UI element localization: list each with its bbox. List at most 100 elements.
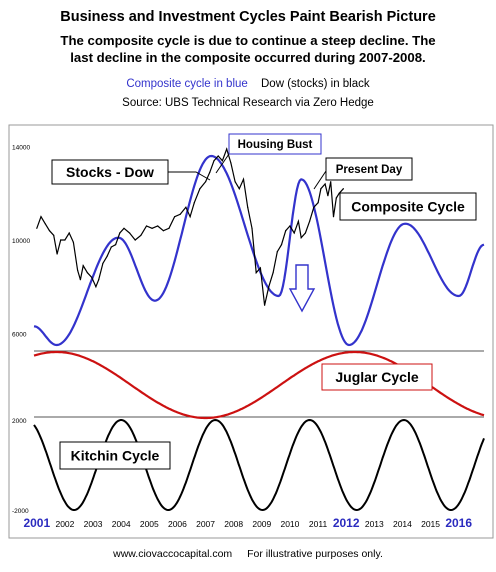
dow-point [115,244,117,246]
dow-point [123,227,125,229]
annotation-composite-cycle: Composite Cycle [339,192,477,221]
x-tick-2013: 2013 [365,519,384,529]
dow-point [151,227,153,229]
x-tick-2006: 2006 [168,519,187,529]
dow-point [313,206,315,208]
dow-point [134,239,136,241]
dow-point [168,227,170,229]
dow-point [189,216,191,218]
dow-point [129,232,131,234]
annotation-stocks-dow-box [51,159,169,185]
dow-point [293,232,295,234]
dow-point [335,197,337,199]
dow-point [247,206,249,208]
dow-point [217,155,219,157]
annotation-present-day-label: Present Day [336,164,403,176]
dow-point [289,225,291,227]
y-tick-bottom--2000: -2000 [12,508,29,515]
annotation-composite-cycle-label: Composite Cycle [351,199,465,215]
dow-point [205,181,207,183]
y-tick-top-10000: 10000 [12,238,30,245]
dow-point [259,267,261,269]
dow-point [193,202,195,204]
annotation-juglar-cycle: Juglar Cycle [321,363,433,391]
x-tick-2008: 2008 [224,519,243,529]
dow-point [242,178,245,180]
dow-point [68,232,70,234]
dow-point [119,232,121,234]
dow-point [342,188,344,190]
y-tick-bottom-2000: 2000 [12,418,27,425]
dow-point [157,225,159,227]
x-tick-2004: 2004 [112,519,131,529]
dow-point [199,188,201,190]
annotation-juglar-cycle-label: Juglar Cycle [335,369,418,385]
annotation-stocks-dow-label: Stocks - Dow [66,164,154,180]
annotations: Stocks - Dow Housing Bust Present Day Compo… [51,133,477,470]
dow-point [330,181,332,183]
annotation-housing-bust-box [228,133,322,155]
dow-point [179,213,181,215]
dow-point [64,239,66,241]
dow-point [280,244,283,246]
x-tick-2014: 2014 [393,519,412,529]
dow-point [320,188,322,190]
x-tick-2012: 2012 [333,516,360,530]
legend-composite: Composite cycle in blue [126,78,248,90]
dow-point [276,251,278,253]
dow-point [60,239,62,241]
annotation-juglar-cycle-box [321,363,433,391]
x-tick-2009: 2009 [252,519,271,529]
dow-point [234,181,236,183]
dow-point [300,237,302,239]
dow-point [98,279,100,281]
dow-point [48,230,51,232]
annotation-present-day: Present Day [325,157,413,181]
dow-point [79,279,81,281]
dow-point [297,220,299,222]
dow-point [36,227,38,229]
dow-point [213,160,215,162]
x-tick-2011: 2011 [309,519,328,529]
y-tick-top-6000: 6000 [12,331,27,338]
legend: Composite cycle in blue Dow (stocks) in … [0,78,496,90]
dow-point [332,216,335,218]
dow-point [324,183,326,185]
annotation-composite-cycle-box [339,192,477,221]
x-tick-2007: 2007 [196,519,215,529]
dow-point [72,241,74,243]
dow-point [226,148,228,150]
dow-point [327,195,329,197]
y-tick-top-14000: 14000 [12,145,30,152]
x-tick-2015: 2015 [421,519,440,529]
dow-point [56,253,58,255]
legend-dow: Dow (stocks) in black [261,78,370,90]
dow-point [110,246,112,248]
x-tick-2016: 2016 [445,516,472,530]
footer-note: For illustrative purposes only. [247,548,383,560]
dow-point [145,225,148,227]
dow-point [162,230,164,232]
footer-site: www.ciovaccocapital.com [113,548,233,560]
chart-subtitle: The composite cycle is due to continue a… [0,32,496,66]
dow-point [86,272,88,274]
dow-point [53,234,55,236]
dow-point [185,206,187,208]
dow-point [82,265,84,267]
dow-point [77,269,79,271]
composite-cycle-line [33,154,485,347]
annotation-stocks-dow: Stocks - Dow [51,159,169,185]
dow-point [95,286,97,288]
dow-point [272,272,274,274]
subtitle-line-2: last decline in the composite occurred d… [70,50,426,65]
x-tick-2005: 2005 [140,519,159,529]
kitchin-cycle-line [33,418,485,512]
dow-point [309,220,311,222]
dow-point [140,234,142,236]
plot-frame [8,124,494,539]
dow-point [304,232,306,234]
dow-point [251,227,253,229]
dow-point [106,255,108,257]
dow-point [91,276,93,278]
